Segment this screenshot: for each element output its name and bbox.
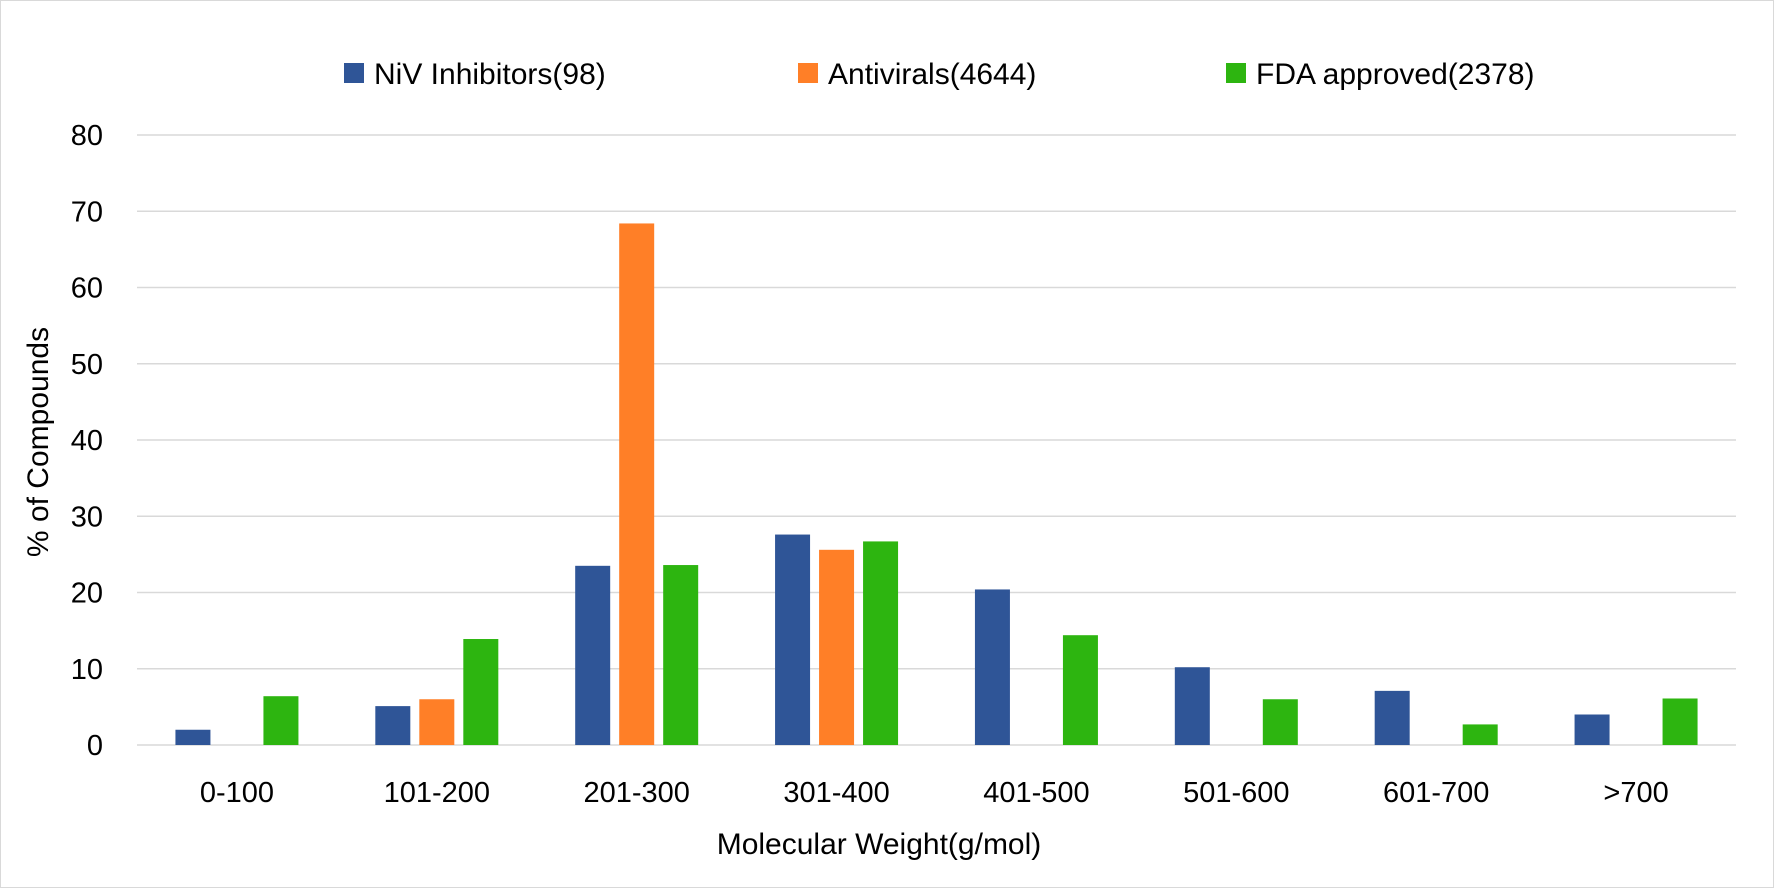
- y-tick-label: 0: [87, 730, 103, 762]
- bar-3-4: [863, 541, 899, 745]
- y-tick-label: 60: [71, 273, 103, 305]
- x-tick-label: >700: [1603, 777, 1668, 809]
- y-axis: 0 10 20 30 40 50 60 70 80: [71, 120, 103, 762]
- y-tick-label: 50: [71, 349, 103, 381]
- bar-2-2: [419, 699, 455, 745]
- bar-3-3: [663, 565, 699, 745]
- bar-1-3: [575, 565, 611, 745]
- bar-3-5: [1062, 635, 1098, 745]
- legend-label-3: FDA approved(2378): [1256, 58, 1535, 91]
- x-tick-label: 401-500: [983, 777, 1089, 809]
- bar-3-2: [463, 639, 499, 745]
- bars: [175, 223, 1698, 745]
- legend-swatch-2: [798, 63, 818, 83]
- bar-1-5: [974, 589, 1010, 745]
- legend-label-2: Antivirals(4644): [828, 58, 1036, 91]
- gridlines: [137, 134, 1736, 746]
- legend-label-1: NiV Inhibitors(98): [374, 58, 606, 91]
- y-axis-title: % of Compounds: [22, 327, 55, 557]
- bar-2-4: [819, 549, 855, 745]
- bar-3-8: [1662, 698, 1698, 745]
- bar-1-6: [1174, 667, 1210, 745]
- x-tick-label: 601-700: [1383, 777, 1489, 809]
- legend-swatch-3: [1226, 63, 1246, 83]
- y-tick-label: 40: [71, 425, 103, 457]
- x-tick-label: 0-100: [200, 777, 274, 809]
- bar-2-3: [619, 223, 655, 745]
- x-axis: 0-100 101-200 201-300 301-400 401-500 501-600…: [200, 777, 1669, 809]
- legend: NiV Inhibitors(98) Antivirals(4644) FDA ap…: [344, 58, 1535, 91]
- bar-1-1: [175, 729, 211, 745]
- x-axis-title: Molecular Weight(g/mol): [717, 828, 1042, 861]
- y-tick-label: 30: [71, 501, 103, 533]
- x-tick-label: 101-200: [384, 777, 490, 809]
- x-tick-label: 301-400: [783, 777, 889, 809]
- legend-swatch-1: [344, 63, 364, 83]
- x-tick-label: 201-300: [583, 777, 689, 809]
- bar-1-7: [1374, 690, 1410, 745]
- bar-3-7: [1462, 724, 1498, 745]
- bar-3-1: [263, 696, 299, 745]
- x-tick-label: 501-600: [1183, 777, 1289, 809]
- bar-1-8: [1574, 714, 1610, 745]
- y-tick-label: 10: [71, 654, 103, 686]
- bar-1-4: [775, 534, 811, 745]
- y-tick-label: 70: [71, 196, 103, 228]
- y-tick-label: 80: [71, 120, 103, 152]
- y-tick-label: 20: [71, 578, 103, 610]
- bar-1-2: [375, 706, 411, 745]
- bar-3-6: [1262, 699, 1298, 745]
